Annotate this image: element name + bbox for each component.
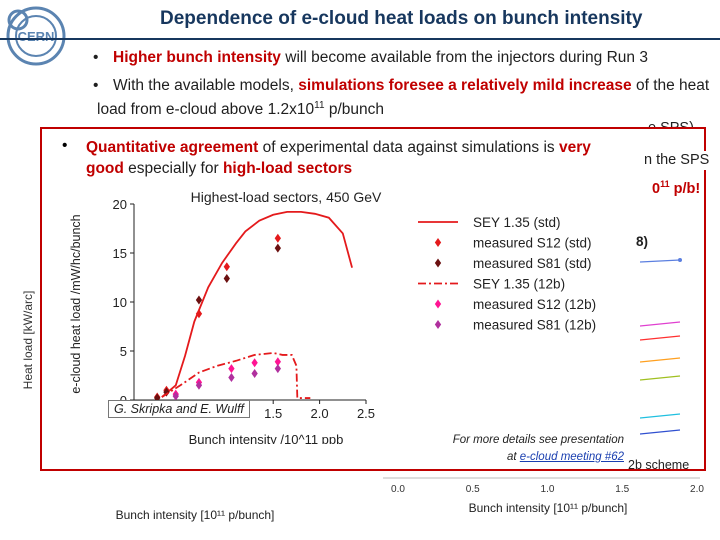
series-line xyxy=(161,210,353,398)
bullet-2-line2: load from e-cloud above 1.2x1011 p/bunch xyxy=(97,96,384,119)
peek-right-3b: p/b! xyxy=(669,180,701,197)
overlay-emphasis-1: Quantitative agreement xyxy=(86,139,259,156)
page-title: Dependence of e-cloud heat loads on bunc… xyxy=(160,8,643,29)
bullet-2-line2-text: load from e-cloud above 1.2x10 xyxy=(97,101,315,119)
chart-title: Highest-load sectors, 450 GeV xyxy=(191,189,382,205)
bullet-2-prefix: With the available models, xyxy=(113,77,299,94)
peek-right-2: n the SPS xyxy=(644,151,710,170)
bullet-2-suffix: of the heat xyxy=(631,77,710,94)
data-point xyxy=(228,372,235,382)
bg-x-tick-label: 2.0 xyxy=(690,484,704,495)
data-point xyxy=(251,369,258,379)
legend-label: measured S81 (12b) xyxy=(473,318,596,333)
bg-x-tick-label: 0.5 xyxy=(466,484,480,495)
bg-x-tick-label: 0.0 xyxy=(391,484,405,495)
legend-label: measured S81 (std) xyxy=(473,256,592,271)
overlay-emphasis-2: very xyxy=(558,139,591,156)
series-5 xyxy=(172,364,281,401)
series-line xyxy=(161,352,311,399)
details-line-1: For more details see presentation xyxy=(452,434,624,446)
y-tick-label: 10 xyxy=(113,295,127,310)
credit-label: G. Skripka and E. Wulff xyxy=(108,400,250,418)
legend-label: measured S12 (std) xyxy=(473,236,592,251)
bullet-1-text: will become available from the injectors… xyxy=(280,49,648,66)
series-4 xyxy=(172,357,281,399)
chart-xlabel: Bunch intensity /10^11 ppb xyxy=(189,432,344,444)
overlay-bullet: Quantitative agreement of experimental d… xyxy=(86,137,591,179)
bg-ylabel: Heat load [kW/arc] xyxy=(21,291,35,390)
data-point xyxy=(274,357,281,367)
chart-legend: SEY 1.35 (std) measured S12 (std) measured… xyxy=(418,215,596,333)
data-point xyxy=(228,364,235,374)
x-tick-label: 1.5 xyxy=(264,406,282,421)
details-line-2-prefix: at xyxy=(506,451,520,463)
bg-x-ticks: 0.0 0.5 1.0 1.5 2.0 xyxy=(391,484,704,495)
data-point xyxy=(251,358,258,368)
data-point xyxy=(195,309,203,319)
bullet-2-emphasis: simulations foresee a relatively mild in… xyxy=(298,77,632,94)
data-point xyxy=(274,364,281,374)
data-point xyxy=(274,243,281,253)
series-1 xyxy=(154,233,281,402)
x-tick-label: 2.0 xyxy=(311,406,329,421)
data-point xyxy=(195,295,203,305)
data-point xyxy=(274,233,281,243)
data-point xyxy=(434,258,442,268)
overlay-bullet-dot: • xyxy=(62,137,68,154)
data-point xyxy=(434,238,442,247)
bg-xlabel-left: Bunch intensity [10¹¹ p/bunch] xyxy=(116,508,275,522)
legend-label: measured S12 (12b) xyxy=(473,297,596,312)
peek-colored-lines xyxy=(640,258,682,435)
bullet-2-line2-tail: p/bunch xyxy=(324,101,384,119)
bg-x-tick-label: 1.0 xyxy=(541,484,555,495)
peek-right-4: 8) xyxy=(636,234,649,249)
bullet-1-emphasis: Higher bunch intensity xyxy=(113,49,281,66)
peek-scheme-label: 2b scheme xyxy=(628,458,690,472)
series-2 xyxy=(154,243,281,403)
header-divider xyxy=(0,38,720,40)
overlay-text-1: of experimental data against simulations… xyxy=(258,139,559,156)
bullet-1: • Higher bunch intensity will become ava… xyxy=(93,48,648,67)
peek-right-3: 011 p/b! xyxy=(652,175,700,199)
legend-label: SEY 1.35 (std) xyxy=(473,215,561,230)
data-point xyxy=(434,320,442,329)
chart-axes: 051015200.51.01.52.02.5 xyxy=(113,197,376,421)
overlay-emphasis-4: high-load sectors xyxy=(222,160,353,177)
y-tick-label: 20 xyxy=(113,197,127,212)
bg-x-tick-label: 1.5 xyxy=(615,484,629,495)
data-point xyxy=(434,299,442,309)
data-point xyxy=(195,380,203,390)
data-point xyxy=(223,273,230,283)
e-cloud-meeting-link[interactable]: e-cloud meeting #62 xyxy=(519,451,624,463)
bullet-dot: • xyxy=(93,77,99,94)
y-tick-label: 15 xyxy=(113,246,127,261)
details-note: For more details see presentation at e-c… xyxy=(422,432,624,466)
y-tick-label: 5 xyxy=(120,344,127,359)
cern-logo: CERN xyxy=(4,4,68,68)
x-tick-label: 2.5 xyxy=(357,406,375,421)
data-point xyxy=(172,391,179,401)
series-0 xyxy=(161,210,353,398)
cern-logo-text: CERN xyxy=(18,29,55,44)
peek-right-3-sup: 11 xyxy=(660,179,670,189)
peek-right-3a: 0 xyxy=(652,180,661,197)
chart-series xyxy=(154,210,353,403)
bullet-2-line2-sup: 11 xyxy=(314,100,325,111)
data-point xyxy=(163,387,170,397)
legend-label: SEY 1.35 (12b) xyxy=(473,277,565,292)
bg-xlabel-right: Bunch intensity [10¹¹ p/bunch] xyxy=(469,501,628,515)
data-point xyxy=(223,262,230,272)
bullet-2: • With the available models, simulations… xyxy=(93,76,710,95)
chart-ylabel: e-cloud heat load /mW/hc/bunch xyxy=(69,214,83,393)
overlay-text-2: especially for xyxy=(123,160,223,177)
overlay-emphasis-3: good xyxy=(86,160,124,177)
series-3 xyxy=(161,352,311,399)
bullet-dot: • xyxy=(93,49,99,66)
